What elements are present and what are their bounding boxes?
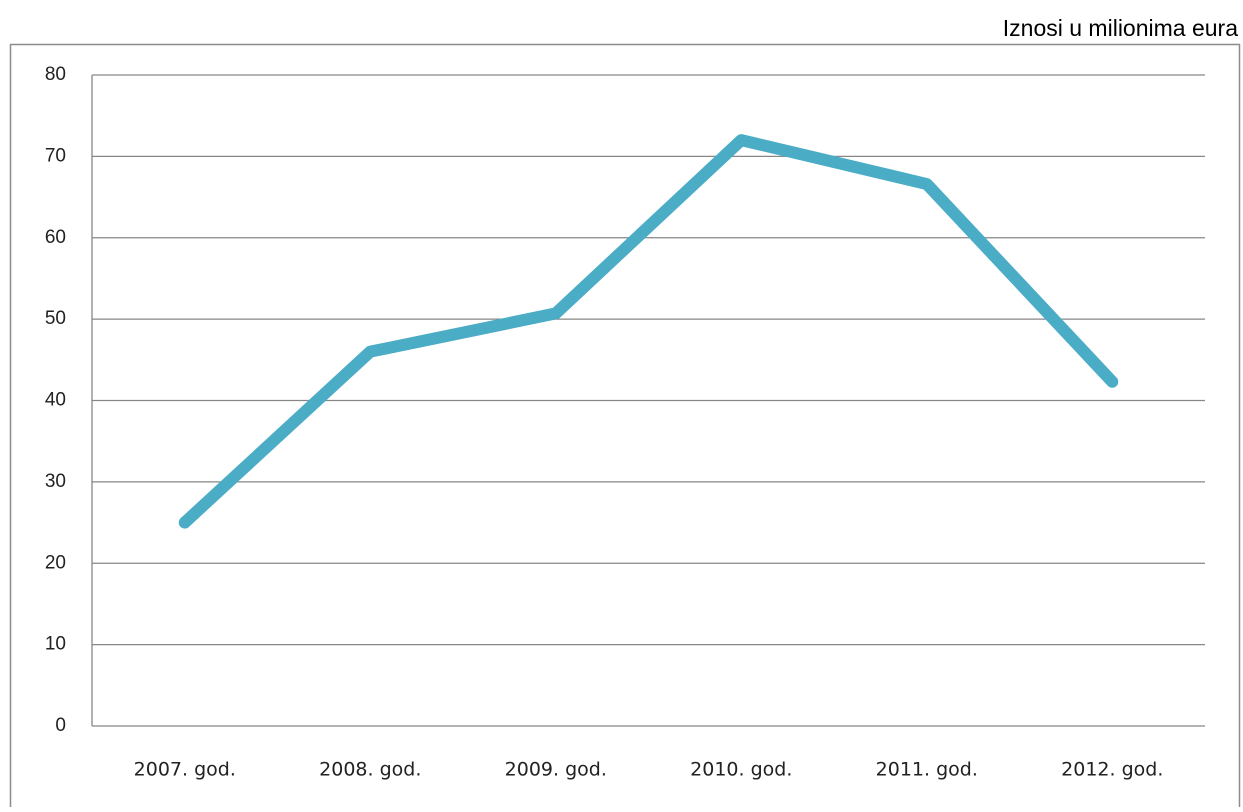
- y-tick-label: 60: [45, 227, 66, 248]
- x-tick-label: 2012. god.: [1061, 759, 1163, 781]
- y-tick-label: 0: [55, 715, 66, 736]
- x-tick-label: 2007. god.: [134, 759, 236, 781]
- y-tick-label: 10: [45, 634, 66, 655]
- x-tick-label: 2009. god.: [505, 759, 607, 781]
- chart-frame: [9, 43, 1241, 812]
- line: [178, 134, 1119, 529]
- y-tick-label: 40: [45, 390, 66, 411]
- y-tick-label: 50: [45, 308, 66, 329]
- x-tick-label: 2011. god.: [876, 759, 978, 781]
- x-tick-label: 2010. god.: [690, 759, 792, 781]
- y-tick-label: 30: [45, 471, 66, 492]
- y-tick-label: 80: [45, 64, 66, 85]
- annotation: Iznosi u milionima eura: [1003, 15, 1238, 41]
- y-tick-label: 70: [45, 145, 66, 166]
- y-tick-label: 20: [45, 552, 66, 573]
- x-tick-label: 2008. god.: [319, 759, 421, 781]
